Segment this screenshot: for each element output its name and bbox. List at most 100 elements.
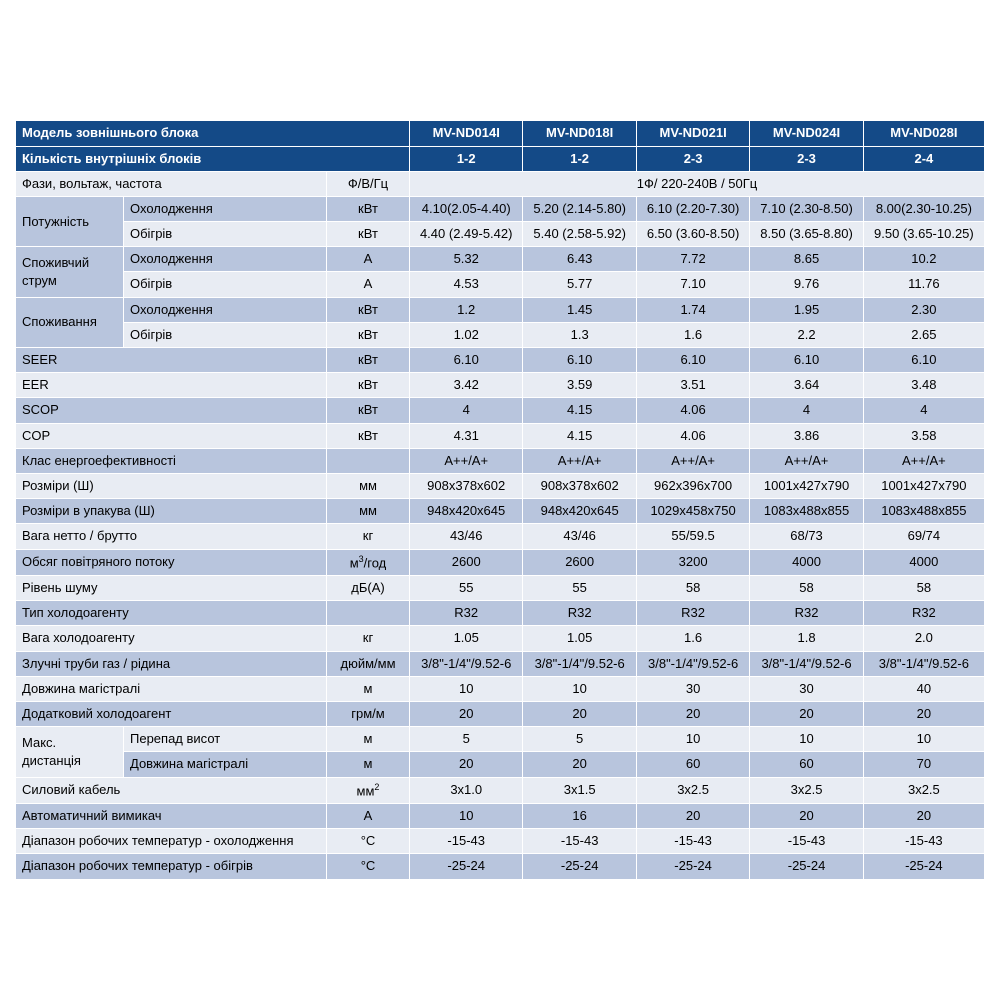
cell: -25-24 [750,854,863,879]
cell: A++/A+ [410,448,523,473]
extra-refr-unit: грм/м [327,702,410,727]
cell: 4 [750,398,863,423]
cell: 70 [863,752,984,777]
units-0: 1-2 [410,146,523,171]
cell: 3.58 [863,423,984,448]
cons-heat-label: Обігрів [124,322,327,347]
cell: 4.15 [523,423,636,448]
cell: 4000 [863,549,984,576]
cell: 20 [636,804,749,829]
current-heat-label: Обігрів [124,272,327,297]
power-group: Потужність [16,196,124,246]
cell: 4 [863,398,984,423]
cell: 10 [863,727,984,752]
cell: 16 [523,804,636,829]
current-cool-label: Охолодження [124,247,327,272]
cell: 3x2.5 [636,777,749,804]
cell: 10 [410,676,523,701]
cell: 3.51 [636,373,749,398]
cell: 20 [410,752,523,777]
spec-table: Модель зовнішнього блока MV-ND014I MV-ND… [15,120,985,879]
cell: 55 [523,576,636,601]
cell: 10.2 [863,247,984,272]
current-heat-unit: А [327,272,410,297]
cell: 9.76 [750,272,863,297]
cell: 6.50 (3.60-8.50) [636,222,749,247]
cell: 8.00(2.30-10.25) [863,196,984,221]
refr-type-label: Тип холодоагенту [16,601,327,626]
model-col-3: MV-ND024I [750,121,863,146]
cell: 6.10 [636,348,749,373]
cell: 4.31 [410,423,523,448]
cell: 3x1.5 [523,777,636,804]
cell: 20 [863,702,984,727]
phase-unit: Ф/В/Гц [327,171,410,196]
refr-wt-unit: кг [327,626,410,651]
cons-heat-unit: кВт [327,322,410,347]
cell: -15-43 [410,829,523,854]
temp-cool-label: Діапазон робочих температур - охолодженн… [16,829,327,854]
cell: 1.95 [750,297,863,322]
cell: 58 [863,576,984,601]
units-4: 2-4 [863,146,984,171]
cons-cool-unit: кВт [327,297,410,322]
cell: 3.64 [750,373,863,398]
cell: 10 [750,727,863,752]
cell: 2600 [410,549,523,576]
cell: 6.10 [750,348,863,373]
cell: 3/8"-1/4"/9.52-6 [523,651,636,676]
cell: 908x378x602 [523,473,636,498]
current-cool-unit: А [327,247,410,272]
cell: 1.05 [523,626,636,651]
noise-label: Рівень шуму [16,576,327,601]
cell: 3/8"-1/4"/9.52-6 [863,651,984,676]
cell: 40 [863,676,984,701]
seer-label: SEER [16,348,327,373]
cell: 5.77 [523,272,636,297]
cable-unit: мм2 [327,777,410,804]
cell: -15-43 [523,829,636,854]
cell: 58 [636,576,749,601]
units-1: 1-2 [523,146,636,171]
dims-label: Розміри (Ш) [16,473,327,498]
dims-unit: мм [327,473,410,498]
model-col-1: MV-ND018I [523,121,636,146]
cell: 1.45 [523,297,636,322]
cell: 3x1.0 [410,777,523,804]
cell: 2.0 [863,626,984,651]
cell: R32 [523,601,636,626]
power-cool-label: Охолодження [124,196,327,221]
extra-refr-label: Додатковий холодоагент [16,702,327,727]
cell: 1.05 [410,626,523,651]
cell: 1.3 [523,322,636,347]
scop-label: SCOP [16,398,327,423]
cell: 20 [750,702,863,727]
cell: 6.10 [863,348,984,373]
cell: 3.42 [410,373,523,398]
cell: R32 [636,601,749,626]
breaker-label: Автоматичний вимикач [16,804,327,829]
cell: -25-24 [523,854,636,879]
cell: 3/8"-1/4"/9.52-6 [410,651,523,676]
cell: 10 [523,676,636,701]
cell: 10 [636,727,749,752]
cell: 3x2.5 [863,777,984,804]
cell: 6.43 [523,247,636,272]
model-col-2: MV-ND021I [636,121,749,146]
cell: 7.10 [636,272,749,297]
cell: 5 [523,727,636,752]
cell: 4.15 [523,398,636,423]
dims-pack-unit: мм [327,499,410,524]
maxdist-l-label: Довжина магістралі [124,752,327,777]
cell: 5.20 (2.14-5.80) [523,196,636,221]
cell: 1.6 [636,322,749,347]
cell: 3x2.5 [750,777,863,804]
maxdist-l-unit: м [327,752,410,777]
model-col-4: MV-ND028I [863,121,984,146]
model-col-0: MV-ND014I [410,121,523,146]
cop-label: COP [16,423,327,448]
eclass-label: Клас енергоефективності [16,448,327,473]
airflow-unit: м3/год [327,549,410,576]
cell: 43/46 [410,524,523,549]
cell: R32 [863,601,984,626]
